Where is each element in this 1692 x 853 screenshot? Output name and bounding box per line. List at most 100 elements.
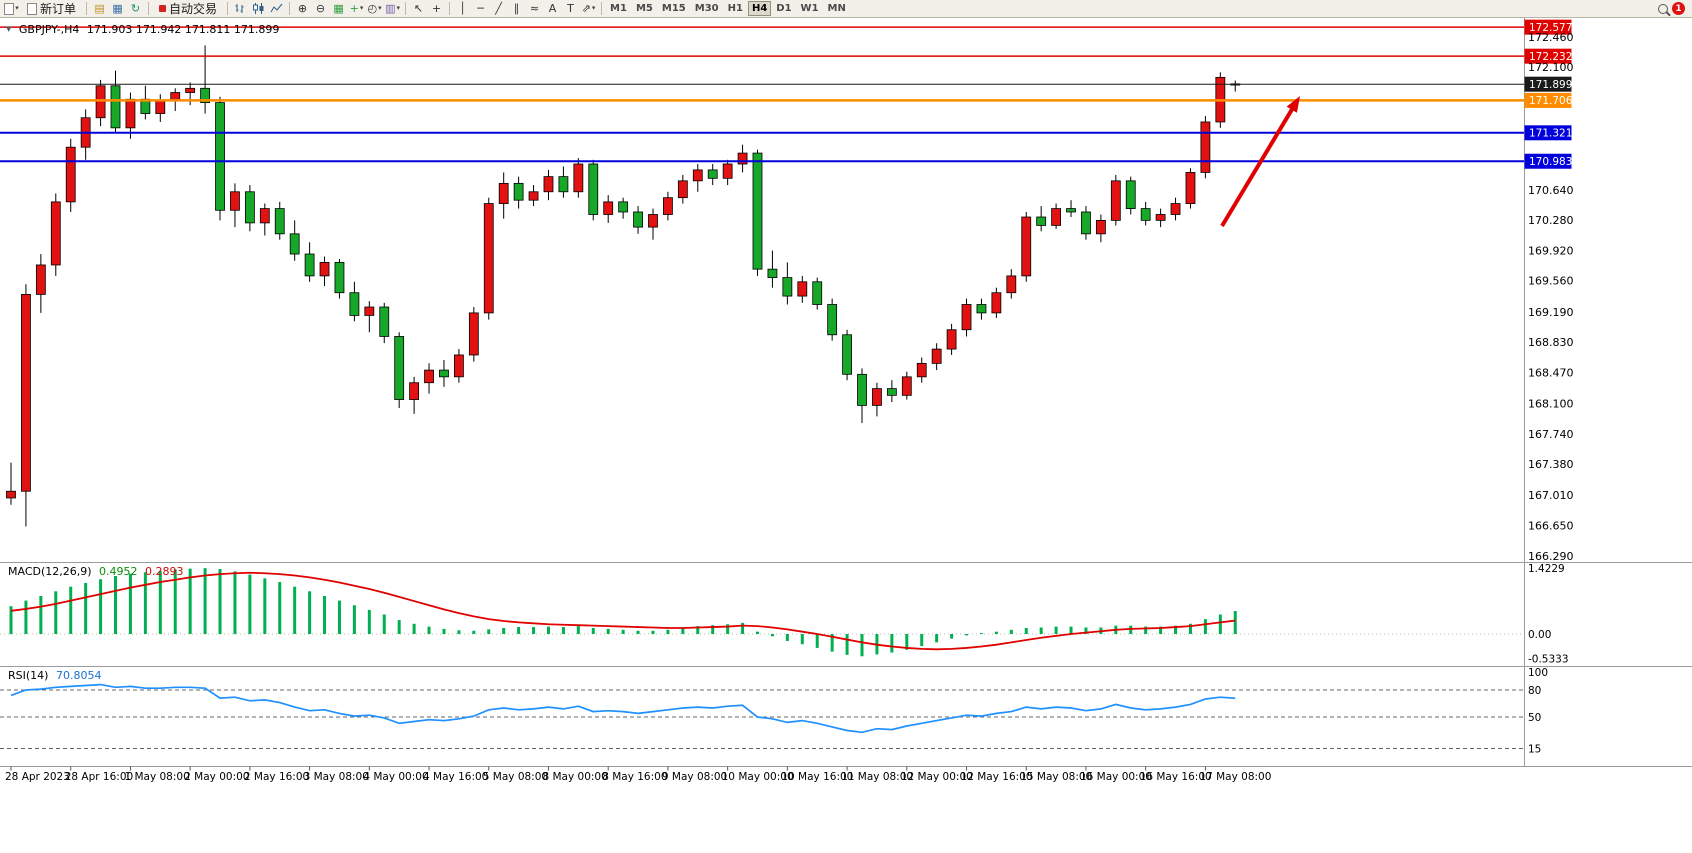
label-tool-icon[interactable]: T bbox=[567, 2, 574, 15]
svg-text:-0.5333: -0.5333 bbox=[1528, 654, 1569, 666]
refresh-icon[interactable]: ↻ bbox=[130, 2, 141, 15]
svg-text:166.650: 166.650 bbox=[1528, 520, 1574, 533]
svg-text:171.899: 171.899 bbox=[1529, 79, 1572, 91]
timeframe-mn-button[interactable]: MN bbox=[824, 1, 850, 16]
rsi-pane: 100 80 50 15 bbox=[0, 667, 1548, 755]
timeframe-m15-button[interactable]: M15 bbox=[658, 1, 690, 16]
svg-text:172.232: 172.232 bbox=[1529, 51, 1572, 63]
svg-text:17 May 08:00: 17 May 08:00 bbox=[1199, 771, 1271, 783]
svg-text:169.560: 169.560 bbox=[1528, 275, 1574, 288]
chevron-down-icon: ▾ bbox=[378, 4, 382, 12]
timeframe-h4-button[interactable]: H4 bbox=[747, 1, 772, 16]
rsi-value: 70.8054 bbox=[55, 669, 102, 682]
text-tool-icon[interactable]: A bbox=[548, 2, 557, 15]
chevron-down-icon: ▾ bbox=[591, 4, 596, 12]
price-line-label bbox=[1524, 153, 1572, 169]
macd-signal-value: 0.2893 bbox=[145, 565, 184, 578]
vertical-line-tool-icon[interactable]: │ bbox=[459, 2, 466, 15]
svg-text:8 May 00:00: 8 May 00:00 bbox=[542, 771, 607, 783]
svg-text:170.983: 170.983 bbox=[1529, 156, 1572, 168]
channel-tool-icon[interactable]: ∥ bbox=[513, 2, 520, 15]
timeframe-m5-button[interactable]: M5 bbox=[632, 1, 657, 16]
crosshair-icon[interactable]: + bbox=[431, 2, 442, 15]
templates-menu-icon[interactable]: ▥ ▾ bbox=[384, 1, 401, 16]
svg-text:15 May 08:00: 15 May 08:00 bbox=[1020, 771, 1092, 783]
svg-text:80: 80 bbox=[1528, 685, 1541, 697]
svg-text:2 May 16:00: 2 May 16:00 bbox=[244, 771, 309, 783]
tile-windows-icon[interactable]: ▦ bbox=[333, 2, 344, 15]
price-line-label bbox=[1524, 76, 1572, 92]
template-icon: ▥ bbox=[385, 2, 396, 15]
macd-main-value: 0.4952 bbox=[99, 565, 138, 578]
new-order-label: 新订单 bbox=[40, 2, 77, 16]
candlestick-chart-icon[interactable] bbox=[250, 1, 267, 16]
svg-text:168.830: 168.830 bbox=[1528, 336, 1574, 349]
chart-window-menu-icon[interactable]: ▾ bbox=[3, 1, 20, 16]
svg-text:16 May 16:00: 16 May 16:00 bbox=[1140, 771, 1212, 783]
periods-menu-icon[interactable]: ◴ ▾ bbox=[366, 1, 383, 16]
chart-marker-icon: ▼ bbox=[6, 25, 12, 33]
profiles-icon[interactable]: ▤ bbox=[94, 2, 105, 15]
svg-text:167.010: 167.010 bbox=[1528, 489, 1574, 502]
cursor-icon[interactable]: ↖ bbox=[413, 2, 424, 15]
svg-text:170.280: 170.280 bbox=[1528, 214, 1574, 227]
svg-text:10 May 16:00: 10 May 16:00 bbox=[781, 771, 853, 783]
svg-text:169.190: 169.190 bbox=[1528, 306, 1574, 319]
toolbar-separator bbox=[148, 2, 150, 15]
price-line-label bbox=[1524, 125, 1572, 141]
clock-icon: ◴ bbox=[367, 2, 378, 15]
symbol-timeframe-label: GBPJPY-,H4 bbox=[18, 23, 80, 36]
horizontal-line-tool-icon[interactable]: ─ bbox=[477, 2, 484, 15]
toolbar-separator bbox=[601, 2, 603, 15]
toolbar-separator bbox=[86, 2, 88, 15]
toolbar-separator bbox=[449, 2, 451, 15]
trendline-tool-icon[interactable]: ╱ bbox=[495, 2, 502, 15]
svg-text:50: 50 bbox=[1528, 712, 1541, 724]
arrows-tool-icon[interactable]: ⇗ ▾ bbox=[580, 1, 597, 16]
price-line-label bbox=[1524, 92, 1572, 108]
toolbar-separator bbox=[405, 2, 407, 15]
svg-text:172.100: 172.100 bbox=[1528, 61, 1574, 74]
svg-text:172.460: 172.460 bbox=[1528, 31, 1574, 44]
price-line-label bbox=[1524, 48, 1572, 64]
fibonacci-tool-icon[interactable]: ≈ bbox=[529, 2, 540, 15]
svg-text:1 May 08:00: 1 May 08:00 bbox=[124, 771, 189, 783]
main-toolbar: ▾ 新订单 ▤ ▦ ↻ 自动交易 ⊕ ⊖ ▦ + ▾ ◴ ▾ ▥ ▾ ↖ + │ ─ … bbox=[0, 0, 1692, 18]
svg-text:168.100: 168.100 bbox=[1528, 398, 1574, 411]
svg-text:171.706: 171.706 bbox=[1529, 95, 1573, 107]
svg-text:167.740: 167.740 bbox=[1528, 428, 1574, 441]
timeframe-d1-button[interactable]: D1 bbox=[772, 1, 795, 16]
zoom-out-icon[interactable]: ⊖ bbox=[315, 2, 326, 15]
auto-trading-button[interactable]: 自动交易 bbox=[153, 1, 223, 16]
svg-text:166.290: 166.290 bbox=[1528, 550, 1574, 563]
chevron-down-icon: ▾ bbox=[396, 4, 400, 12]
chart-title: ▼ GBPJPY-,H4 171.903 171.942 171.811 171… bbox=[6, 23, 283, 36]
indicators-icon: + bbox=[349, 2, 359, 15]
svg-text:4 May 00:00: 4 May 00:00 bbox=[363, 771, 428, 783]
svg-text:9 May 08:00: 9 May 08:00 bbox=[662, 771, 727, 783]
svg-text:5 May 08:00: 5 May 08:00 bbox=[483, 771, 548, 783]
timeframe-m30-button[interactable]: M30 bbox=[691, 1, 723, 16]
indicators-menu-icon[interactable]: + ▾ bbox=[348, 1, 365, 16]
line-chart-icon[interactable] bbox=[268, 1, 285, 16]
svg-text:28 Apr 16:00: 28 Apr 16:00 bbox=[65, 771, 133, 783]
search-icon[interactable] bbox=[1654, 1, 1671, 16]
timeframe-h1-button[interactable]: H1 bbox=[724, 1, 747, 16]
new-order-button[interactable]: 新订单 bbox=[21, 1, 82, 16]
zoom-in-icon[interactable]: ⊕ bbox=[297, 2, 308, 15]
magnifier-icon bbox=[1657, 3, 1668, 14]
trend-arrow bbox=[1220, 96, 1300, 228]
charts-grid-icon[interactable]: ▦ bbox=[112, 2, 123, 15]
chevron-down-icon: ▾ bbox=[359, 4, 364, 12]
svg-text:169.920: 169.920 bbox=[1528, 244, 1574, 257]
chevron-down-icon: ▾ bbox=[15, 4, 19, 12]
svg-text:15: 15 bbox=[1528, 743, 1541, 755]
bar-chart-icon[interactable] bbox=[232, 1, 249, 16]
timeframe-w1-button[interactable]: W1 bbox=[797, 1, 823, 16]
timeframe-m1-button[interactable]: M1 bbox=[606, 1, 631, 16]
notification-badge[interactable]: 1 bbox=[1672, 2, 1685, 15]
svg-text:10 May 00:00: 10 May 00:00 bbox=[722, 771, 794, 783]
toolbar-separator bbox=[289, 2, 291, 15]
